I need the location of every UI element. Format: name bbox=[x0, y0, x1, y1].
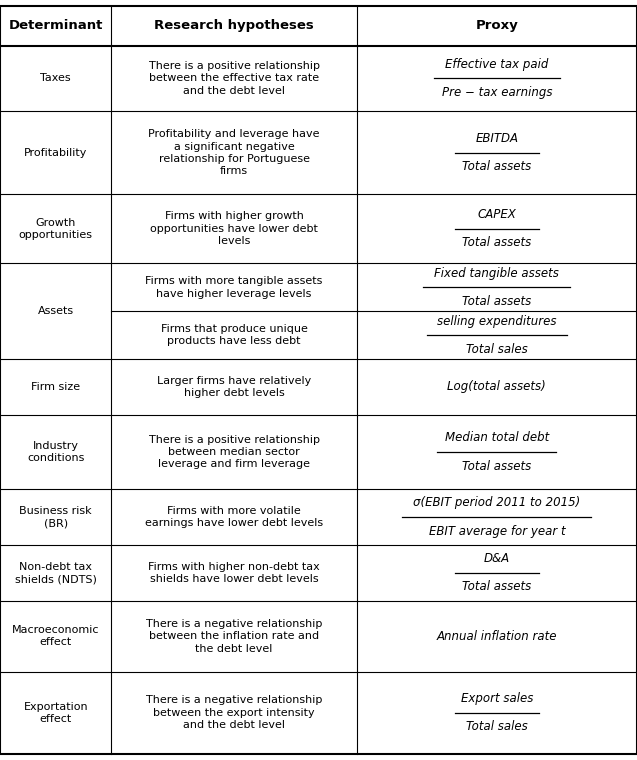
Text: Log(total assets): Log(total assets) bbox=[447, 381, 547, 394]
Text: Business risk
(BR): Business risk (BR) bbox=[19, 506, 92, 528]
Text: Determinant: Determinant bbox=[8, 19, 103, 33]
Text: Total assets: Total assets bbox=[462, 236, 531, 249]
Text: Median total debt: Median total debt bbox=[445, 432, 549, 445]
Text: D&A: D&A bbox=[483, 553, 510, 565]
Text: Firms with more tangible assets
have higher leverage levels: Firms with more tangible assets have hig… bbox=[145, 276, 323, 299]
Text: EBIT average for year t: EBIT average for year t bbox=[429, 524, 565, 537]
Text: EBITDA: EBITDA bbox=[475, 132, 519, 145]
Text: Pre − tax earnings: Pre − tax earnings bbox=[441, 86, 552, 99]
Text: Firm size: Firm size bbox=[31, 382, 80, 392]
Text: Total sales: Total sales bbox=[466, 720, 527, 733]
Text: Proxy: Proxy bbox=[475, 19, 519, 33]
Text: σ(EBIT period 2011 to 2015): σ(EBIT period 2011 to 2015) bbox=[413, 496, 580, 509]
Text: Taxes: Taxes bbox=[40, 74, 71, 84]
Text: Total assets: Total assets bbox=[462, 160, 531, 173]
Text: Macroeconomic
effect: Macroeconomic effect bbox=[12, 625, 99, 648]
Text: Firms that produce unique
products have less debt: Firms that produce unique products have … bbox=[161, 324, 308, 347]
Text: Larger firms have relatively
higher debt levels: Larger firms have relatively higher debt… bbox=[157, 375, 311, 398]
Text: Firms with higher growth
opportunities have lower debt
levels: Firms with higher growth opportunities h… bbox=[150, 211, 318, 246]
Text: There is a positive relationship
between the effective tax rate
and the debt lev: There is a positive relationship between… bbox=[148, 61, 320, 96]
Text: There is a negative relationship
between the export intensity
and the debt level: There is a negative relationship between… bbox=[146, 695, 322, 730]
Text: selling expenditures: selling expenditures bbox=[437, 315, 557, 328]
Text: Assets: Assets bbox=[38, 306, 74, 316]
Text: Total assets: Total assets bbox=[462, 295, 531, 308]
Text: Profitability: Profitability bbox=[24, 147, 87, 158]
Text: Exportation
effect: Exportation effect bbox=[24, 701, 88, 724]
Text: Profitability and leverage have
a significant negative
relationship for Portugue: Profitability and leverage have a signif… bbox=[148, 129, 320, 176]
Text: Research hypotheses: Research hypotheses bbox=[154, 19, 314, 33]
Text: Annual inflation rate: Annual inflation rate bbox=[436, 630, 557, 643]
Text: Firms with higher non-debt tax
shields have lower debt levels: Firms with higher non-debt tax shields h… bbox=[148, 562, 320, 584]
Text: There is a positive relationship
between median sector
leverage and firm leverag: There is a positive relationship between… bbox=[148, 435, 320, 470]
Text: Fixed tangible assets: Fixed tangible assets bbox=[434, 267, 559, 280]
Text: Total sales: Total sales bbox=[466, 343, 527, 356]
Text: Effective tax paid: Effective tax paid bbox=[445, 58, 548, 71]
Text: Total assets: Total assets bbox=[462, 581, 531, 594]
Text: CAPEX: CAPEX bbox=[478, 208, 516, 221]
Text: Non-debt tax
shields (NDTS): Non-debt tax shields (NDTS) bbox=[15, 562, 97, 584]
Text: Total assets: Total assets bbox=[462, 460, 531, 473]
Text: Export sales: Export sales bbox=[461, 692, 533, 705]
Text: Firms with more volatile
earnings have lower debt levels: Firms with more volatile earnings have l… bbox=[145, 506, 323, 528]
Text: There is a negative relationship
between the inflation rate and
the debt level: There is a negative relationship between… bbox=[146, 619, 322, 654]
Text: Industry
conditions: Industry conditions bbox=[27, 441, 85, 463]
Text: Growth
opportunities: Growth opportunities bbox=[18, 217, 93, 240]
